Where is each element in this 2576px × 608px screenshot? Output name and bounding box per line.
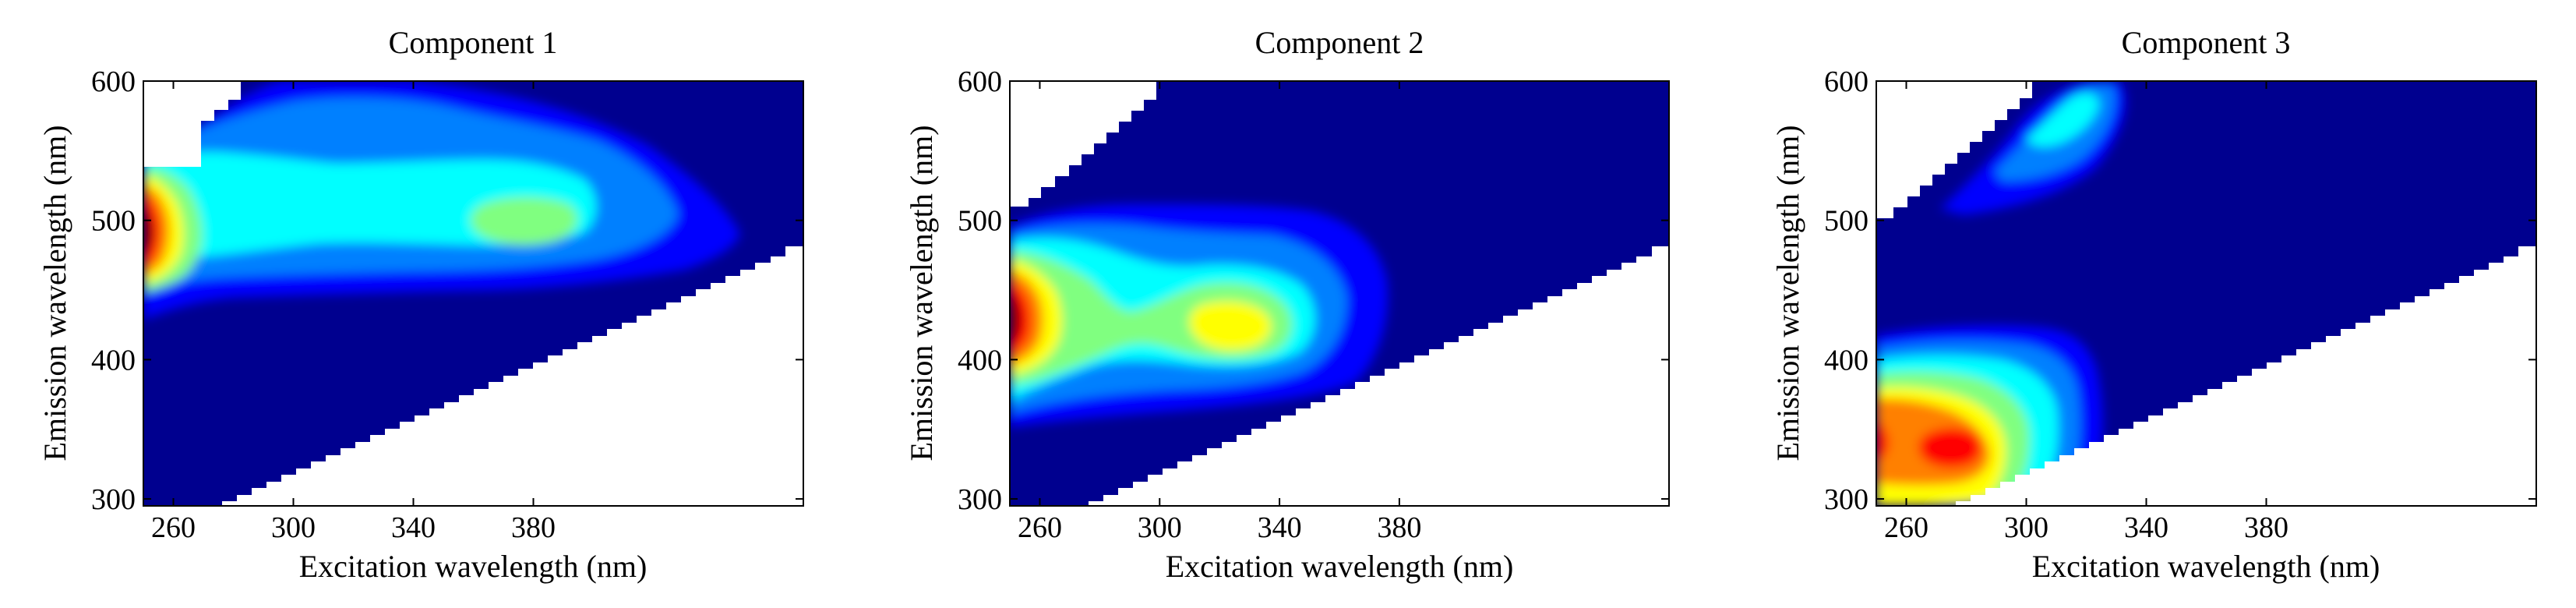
y-tick-label: 300 <box>958 483 1002 516</box>
panel-title: Component 3 <box>2122 25 2291 60</box>
x-axis-label: Excitation wavelength (nm) <box>299 549 648 584</box>
x-tick-label: 340 <box>1258 511 1302 544</box>
missing-region-mask <box>143 81 241 167</box>
y-tick-label: 400 <box>1824 344 1868 376</box>
contour-level <box>1918 427 1981 468</box>
missing-region-mask <box>1089 246 1669 506</box>
x-tick-label: 260 <box>1884 511 1928 544</box>
y-tick-label: 500 <box>1824 205 1868 238</box>
x-tick-label: 300 <box>271 511 316 544</box>
x-tick-label: 380 <box>2244 511 2288 544</box>
contour-level <box>1876 421 1889 461</box>
y-tick-label: 600 <box>958 65 1002 98</box>
panel-component-1: Component 1 260 300 340 380 300 400 500 600 Ex… <box>37 25 804 584</box>
contour-level <box>1010 295 1020 343</box>
y-tick-label: 600 <box>1824 65 1868 98</box>
y-tick-label: 300 <box>1824 483 1868 516</box>
x-axis-label: Excitation wavelength (nm) <box>2032 549 2380 584</box>
missing-region-mask <box>1010 81 1156 207</box>
contour-level <box>1010 251 1293 386</box>
x-tick-label: 380 <box>1377 511 1421 544</box>
y-tick-label: 400 <box>91 344 136 376</box>
y-tick-label: 500 <box>958 205 1002 238</box>
x-tick-label: 300 <box>1138 511 1182 544</box>
y-axis-label: Emission wavelength (nm) <box>37 125 72 461</box>
y-tick-label: 500 <box>91 205 136 238</box>
panel-title: Component 2 <box>1255 25 1424 60</box>
x-tick-label: 260 <box>151 511 196 544</box>
x-tick-label: 380 <box>511 511 556 544</box>
x-tick-label: 300 <box>2004 511 2048 544</box>
axes-frame <box>1876 80 2537 507</box>
axes-frame <box>1009 80 1670 507</box>
y-tick-label: 300 <box>91 483 136 516</box>
y-axis: 300 400 500 600 <box>958 65 1669 516</box>
y-axis: 300 400 500 600 <box>91 65 803 516</box>
y-tick-label: 400 <box>958 344 1002 376</box>
contour-level <box>143 152 596 288</box>
contour-level <box>2026 93 2099 147</box>
x-axis: 260 300 340 380 <box>1884 81 2288 544</box>
missing-region-mask <box>1956 246 2536 506</box>
x-tick-label: 340 <box>2124 511 2168 544</box>
x-tick-label: 340 <box>391 511 436 544</box>
contour-level <box>470 197 578 246</box>
y-tick-label: 600 <box>91 65 136 98</box>
x-axis: 260 300 340 380 <box>1018 81 1421 544</box>
y-axis-label: Emission wavelength (nm) <box>1770 125 1805 461</box>
y-axis: 300 400 500 600 <box>1824 65 2536 516</box>
contour-level <box>1189 301 1272 351</box>
panel-title: Component 1 <box>389 25 558 60</box>
x-tick-label: 260 <box>1018 511 1062 544</box>
axes-frame <box>143 80 804 507</box>
x-axis-label: Excitation wavelength (nm) <box>1166 549 1514 584</box>
missing-region-mask <box>1876 81 2032 218</box>
x-axis: 260 300 340 380 <box>151 81 556 544</box>
missing-region-mask <box>222 246 803 506</box>
y-axis-label: Emission wavelength (nm) <box>904 125 939 461</box>
panel-component-2: Component 2 260 300 340 380 300 400 500 600 Ex… <box>904 25 1670 584</box>
